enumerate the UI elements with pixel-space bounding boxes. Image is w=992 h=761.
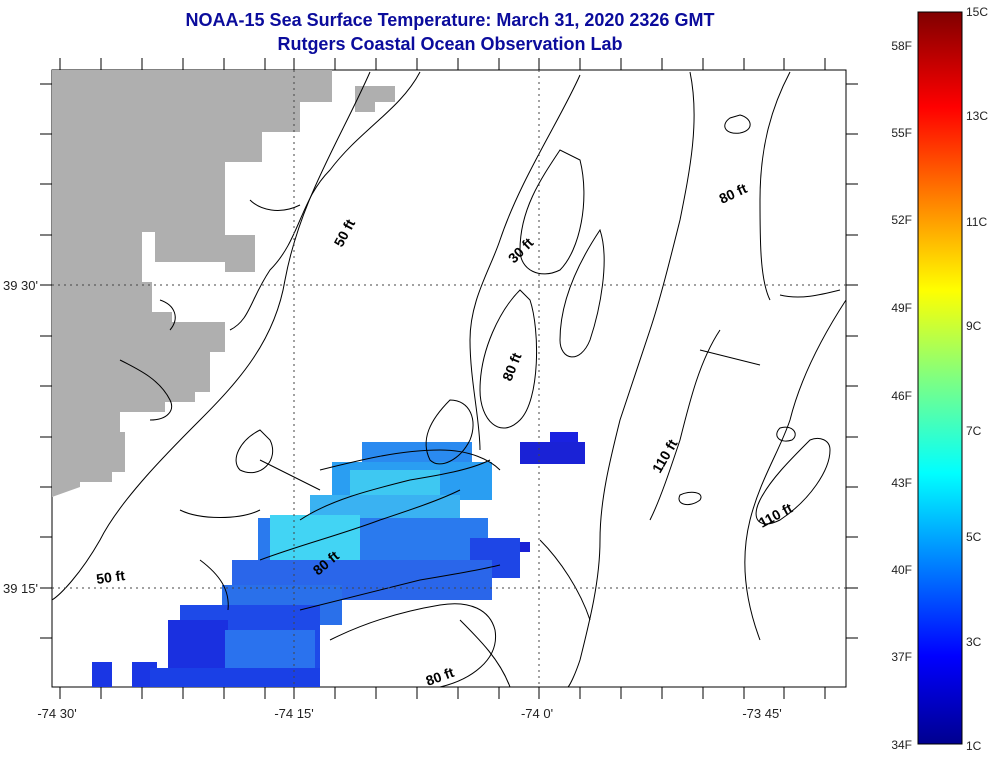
y-tick-label: 39 30' bbox=[3, 278, 38, 293]
colorbar-f-label: 37F bbox=[891, 650, 912, 664]
colorbar-f-label: 46F bbox=[891, 389, 912, 403]
title-line-1: NOAA-15 Sea Surface Temperature: March 3… bbox=[185, 10, 715, 30]
graticule bbox=[52, 70, 846, 687]
title-line-2: Rutgers Coastal Ocean Observation Lab bbox=[277, 34, 623, 54]
colorbar-c-label: 7C bbox=[966, 424, 982, 438]
x-tick-label: -74 30' bbox=[37, 706, 76, 721]
colorbar-c-label: 15C bbox=[966, 5, 988, 19]
colorbar-c-label: 11C bbox=[966, 215, 987, 229]
colorbar: 58F 55F 52F 49F 46F 43F 40F 37F 34F 15C … bbox=[891, 5, 988, 753]
map-plot-area: 50 ft 30 ft 80 ft 80 ft 110 ft 110 ft 50… bbox=[3, 58, 858, 721]
y-tick-label: 39 15' bbox=[3, 581, 38, 596]
colorbar-c-label: 13C bbox=[966, 109, 988, 123]
colorbar-c-label: 9C bbox=[966, 319, 982, 333]
colorbar-f-label: 52F bbox=[891, 213, 912, 227]
x-tick-label: -73 45' bbox=[742, 706, 781, 721]
frame-ticks bbox=[40, 58, 858, 699]
colorbar-f-label: 49F bbox=[891, 301, 912, 315]
x-axis-labels: -74 30' -74 15' -74 0' -73 45' bbox=[37, 706, 781, 721]
colorbar-f-label: 55F bbox=[891, 126, 912, 140]
y-axis-labels: 39 30' 39 15' bbox=[3, 278, 38, 596]
colorbar-f-label: 43F bbox=[891, 476, 912, 490]
colorbar-c-label: 1C bbox=[966, 739, 982, 753]
x-tick-label: -74 0' bbox=[521, 706, 553, 721]
colorbar-f-label: 34F bbox=[891, 738, 912, 752]
colorbar-c-labels: 15C 13C 11C 9C 7C 5C 3C 1C bbox=[966, 5, 988, 753]
colorbar-f-labels: 58F 55F 52F 49F 46F 43F 40F 37F 34F bbox=[891, 39, 912, 752]
sst-data-pixels bbox=[92, 432, 585, 687]
colorbar-c-label: 3C bbox=[966, 635, 982, 649]
colorbar-f-label: 40F bbox=[891, 563, 912, 577]
map-title: NOAA-15 Sea Surface Temperature: March 3… bbox=[0, 8, 900, 56]
land-mass bbox=[52, 70, 332, 497]
colorbar-c-label: 5C bbox=[966, 530, 982, 544]
contour-label: 50 ft bbox=[95, 567, 126, 587]
bathymetry-contours bbox=[52, 71, 846, 687]
x-tick-label: -74 15' bbox=[274, 706, 313, 721]
colorbar-f-label: 58F bbox=[891, 39, 912, 53]
